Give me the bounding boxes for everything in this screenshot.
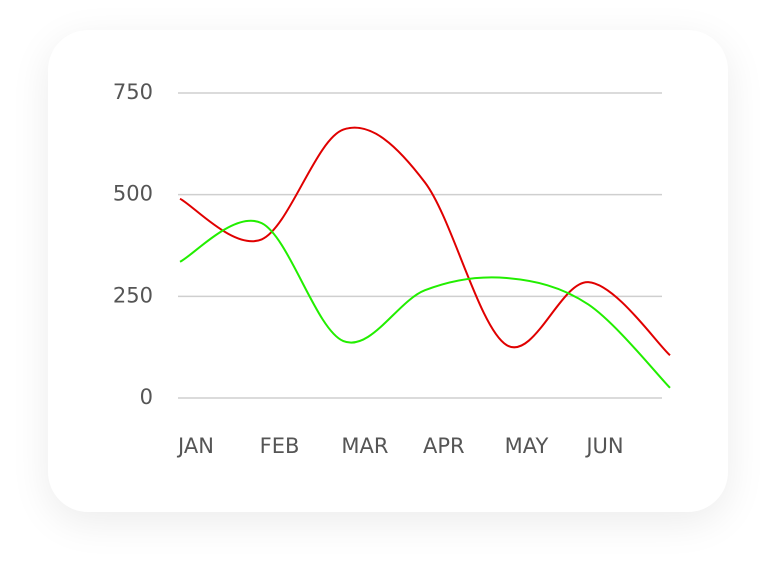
y-tick-label: 500 <box>113 182 153 206</box>
y-tick-label: 750 <box>113 80 153 104</box>
y-tick-label: 0 <box>140 385 153 409</box>
y-tick-label: 250 <box>113 283 153 307</box>
x-tick-label: FEB <box>260 434 300 458</box>
x-tick-label: MAY <box>505 434 549 458</box>
x-tick-label: JAN <box>176 434 214 458</box>
card <box>48 30 728 512</box>
x-tick-label: APR <box>423 434 465 458</box>
x-tick-label: MAR <box>341 434 388 458</box>
x-tick-label: JUN <box>584 434 623 458</box>
line <box>179 126 671 357</box>
line <box>179 219 671 389</box>
